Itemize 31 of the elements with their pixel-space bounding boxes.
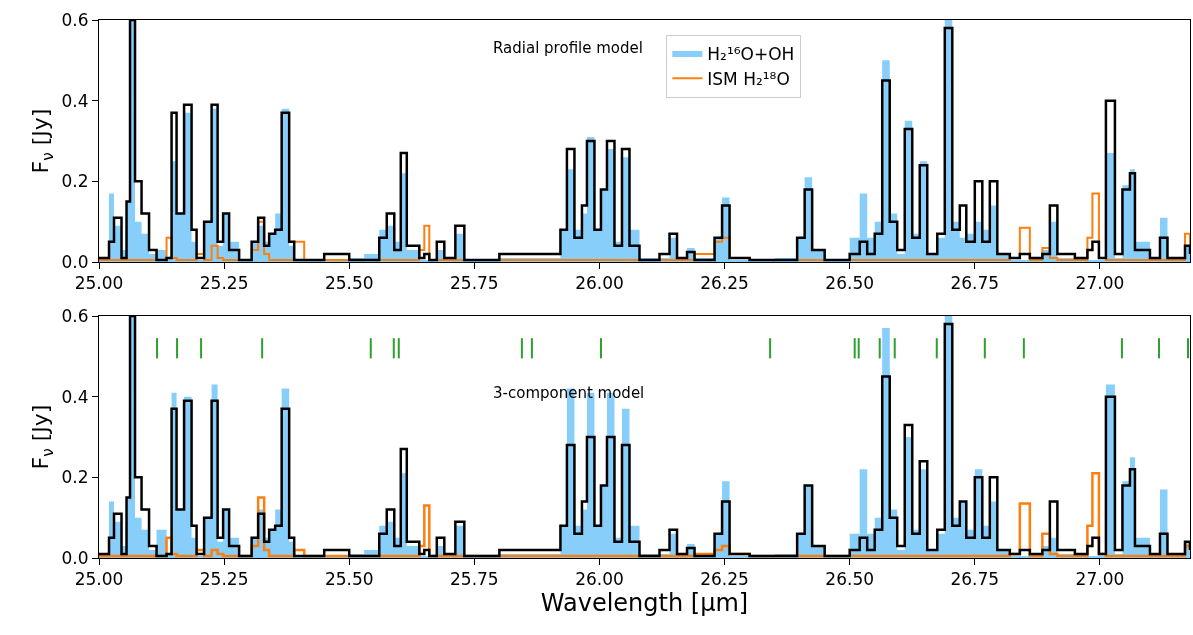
x-tick-label: 26.75 bbox=[950, 569, 1000, 590]
x-tick-label: 25.25 bbox=[199, 273, 249, 294]
x-axis-title: Wavelength [μm] bbox=[540, 589, 749, 618]
y-tick-label: 0.0 bbox=[61, 547, 89, 568]
x-tick-label: 25.50 bbox=[324, 569, 374, 590]
x-tick-label: 25.00 bbox=[74, 273, 124, 294]
legend-label: H₂¹⁶O+OH bbox=[707, 43, 795, 64]
x-tick-label: 25.75 bbox=[450, 569, 499, 590]
y-tick-label: 0.2 bbox=[61, 171, 89, 192]
legend-label: ISM H₂¹⁸O bbox=[707, 68, 790, 89]
x-tick-label: 26.00 bbox=[575, 273, 624, 294]
x-tick-label: 26.25 bbox=[700, 569, 749, 590]
x-tick-label: 25.75 bbox=[450, 273, 499, 294]
y-tick-label: 0.6 bbox=[61, 305, 89, 326]
x-tick-label: 27.00 bbox=[1075, 273, 1125, 294]
y-tick-label: 0.6 bbox=[61, 9, 89, 30]
y-tick-label: 0.0 bbox=[61, 251, 89, 272]
y-tick-label: 0.4 bbox=[61, 90, 89, 111]
x-tick-label: 27.00 bbox=[1075, 569, 1125, 590]
annotation: 3-component model bbox=[493, 384, 645, 402]
x-tick-label: 26.50 bbox=[825, 273, 875, 294]
y-tick-label: 0.4 bbox=[61, 386, 89, 407]
y-tick-label: 0.2 bbox=[61, 467, 89, 488]
x-tick-label: 26.50 bbox=[825, 569, 875, 590]
x-tick-label: 25.00 bbox=[74, 569, 124, 590]
x-tick-label: 26.00 bbox=[575, 569, 624, 590]
annotation: Radial profile model bbox=[493, 39, 643, 57]
x-tick-label: 25.50 bbox=[324, 273, 374, 294]
x-tick-label: 26.25 bbox=[700, 273, 749, 294]
x-tick-label: 25.25 bbox=[199, 569, 249, 590]
x-tick-label: 26.75 bbox=[950, 273, 1000, 294]
